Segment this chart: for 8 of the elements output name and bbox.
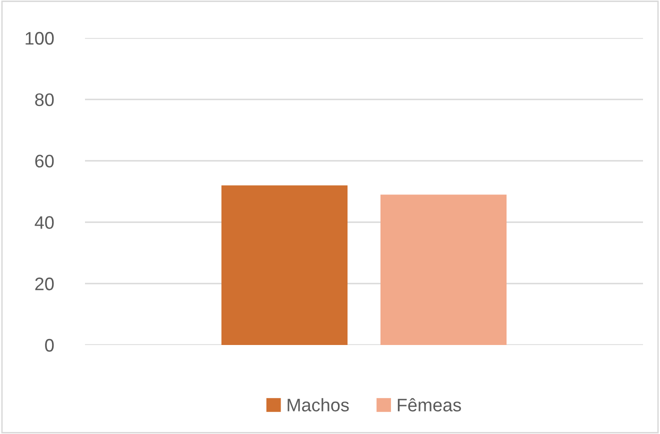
y-tick-label: 20: [35, 278, 54, 290]
y-tick-label: 0: [45, 338, 54, 352]
y-tick-label: 60: [35, 154, 54, 168]
legend-label: Fêmeas: [398, 398, 461, 412]
y-tick-label: 100: [26, 32, 54, 45]
legend-label: Machos: [288, 398, 349, 412]
y-tick-label: 40: [34, 216, 54, 229]
y-tick-label: 80: [35, 93, 54, 106]
